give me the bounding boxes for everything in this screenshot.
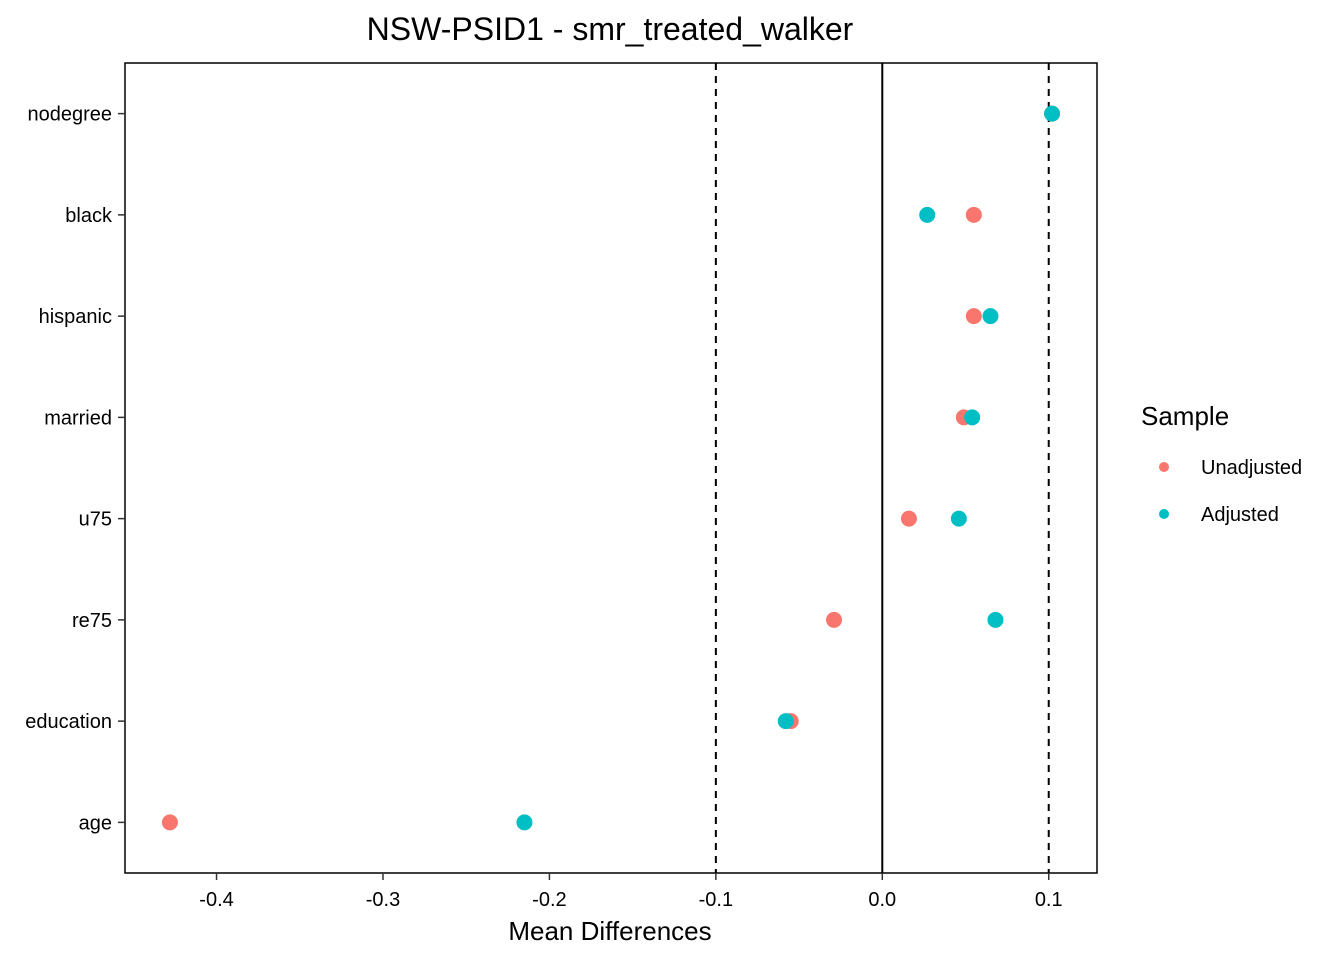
- x-tick-label: -0.2: [532, 889, 566, 911]
- chart-title: NSW-PSID1 - smr_treated_walker: [367, 11, 854, 47]
- panel-border: [124, 62, 1098, 874]
- plot-area: [124, 62, 1098, 874]
- point-unadjusted-hispanic: [965, 308, 982, 325]
- point-adjusted-nodegree: [1044, 105, 1061, 122]
- point-adjusted-re75: [987, 611, 1004, 628]
- y-tick-label-u75: u75: [79, 509, 112, 531]
- point-adjusted-black: [919, 206, 936, 223]
- x-axis-title: Mean Differences: [508, 916, 711, 946]
- legend-key-unadjusted: [1159, 462, 1169, 472]
- point-unadjusted-u75: [900, 510, 917, 527]
- x-tick-label: 0.1: [1035, 889, 1063, 911]
- y-tick-label-education: education: [25, 711, 112, 733]
- point-unadjusted-age: [161, 814, 178, 831]
- legend-items: Unadjusted Adjusted: [1159, 457, 1302, 526]
- legend-label-unadjusted: Unadjusted: [1201, 457, 1302, 479]
- point-adjusted-age: [516, 814, 533, 831]
- y-tick-label-re75: re75: [72, 610, 112, 632]
- y-axis-ticks: age education re75 u75 married hispanic black n…: [25, 104, 125, 834]
- y-tick-label-age: age: [79, 812, 112, 834]
- legend: Sample Unadjusted Adjusted: [1141, 401, 1302, 526]
- point-adjusted-education: [777, 713, 794, 730]
- point-adjusted-hispanic: [982, 308, 999, 325]
- y-tick-label-hispanic: hispanic: [39, 306, 112, 328]
- point-unadjusted-re75: [826, 611, 843, 628]
- point-adjusted-u75: [950, 510, 967, 527]
- x-tick-label: -0.3: [366, 889, 400, 911]
- x-tick-label: 0.0: [868, 889, 896, 911]
- legend-key-adjusted: [1159, 509, 1169, 519]
- legend-label-adjusted: Adjusted: [1201, 504, 1279, 526]
- y-tick-label-nodegree: nodegree: [27, 104, 112, 126]
- x-tick-label: -0.1: [699, 889, 733, 911]
- y-tick-label-black: black: [65, 205, 113, 227]
- x-tick-label: -0.4: [199, 889, 233, 911]
- legend-title: Sample: [1141, 401, 1229, 431]
- point-unadjusted-black: [965, 206, 982, 223]
- y-tick-label-married: married: [44, 407, 112, 429]
- point-adjusted-married: [964, 409, 981, 426]
- x-axis-ticks: -0.4 -0.3 -0.2 -0.1 0.0 0.1: [199, 873, 1063, 911]
